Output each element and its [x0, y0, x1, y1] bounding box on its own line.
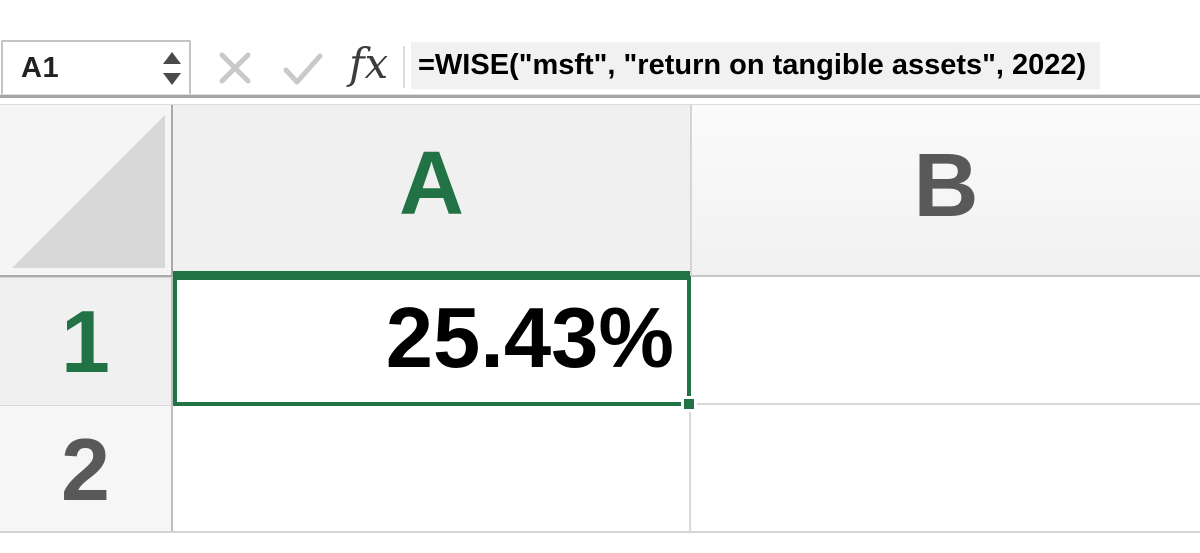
fx-icon: fx — [349, 39, 389, 88]
select-all-triangle-icon — [12, 115, 165, 268]
stepper-up-icon[interactable] — [163, 51, 181, 64]
grid-top-edge — [0, 104, 1200, 105]
confirm-button[interactable] — [282, 52, 324, 86]
row-header-1-label: 1 — [61, 291, 110, 391]
checkmark-icon — [283, 53, 323, 85]
column-header-a[interactable]: A — [173, 105, 690, 277]
name-box-stepper[interactable] — [155, 42, 189, 94]
cancel-button[interactable] — [217, 50, 253, 86]
x-cross-icon — [219, 52, 251, 84]
active-cell-a1[interactable]: 25.43% — [173, 276, 691, 406]
name-box[interactable]: A1 — [1, 40, 191, 96]
row-header-1[interactable]: 1 — [0, 277, 173, 405]
row-header-2[interactable]: 2 — [0, 405, 173, 533]
formula-bar: A1 fx =WISE("msft", "return on tangible … — [0, 0, 1200, 99]
gridline-horizontal-row1-row2 — [690, 403, 1200, 405]
row-header-2-label: 2 — [61, 419, 110, 519]
formula-bar-bottom-edge — [0, 94, 1200, 95]
column-header-a-label: A — [399, 134, 464, 234]
cell-b2[interactable] — [691, 406, 1200, 531]
cell-b1[interactable] — [691, 278, 1200, 403]
select-all-corner[interactable] — [0, 105, 173, 277]
column-header-b[interactable]: B — [690, 105, 1200, 277]
fill-handle[interactable] — [681, 396, 697, 412]
insert-function-button[interactable]: fx — [349, 36, 397, 92]
formula-text: =WISE("msft", "return on tangible assets… — [418, 49, 1087, 81]
formula-input[interactable]: =WISE("msft", "return on tangible assets… — [411, 42, 1101, 89]
cell-a2[interactable] — [175, 406, 689, 531]
formula-bar-divider — [403, 46, 405, 88]
gridline-horizontal-row2-bottom — [0, 531, 1200, 533]
stepper-down-icon[interactable] — [163, 72, 181, 85]
column-header-b-label: B — [913, 136, 979, 236]
cell-a1-value: 25.43% — [385, 290, 674, 386]
name-box-value: A1 — [21, 51, 60, 84]
formula-bar-bottom-border — [0, 95, 1200, 98]
